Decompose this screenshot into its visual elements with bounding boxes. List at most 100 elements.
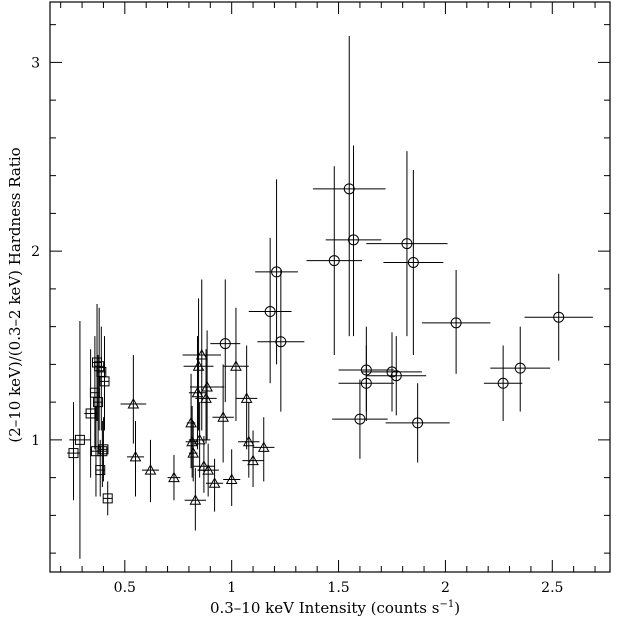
circle-marker — [450, 317, 462, 329]
circle-data-point — [325, 145, 382, 337]
circle-marker — [328, 255, 340, 267]
triangle-data-point — [190, 330, 225, 440]
x-tick-label: 1.5 — [327, 580, 349, 596]
triangle-marker — [202, 464, 215, 475]
y-tick-label: 2 — [31, 244, 40, 260]
triangle-data-point — [212, 364, 234, 463]
triangle-marker — [200, 392, 212, 403]
triangle-data-point — [223, 449, 241, 506]
triangle-marker — [257, 441, 270, 452]
x-tick-label: 2 — [441, 580, 450, 596]
triangle-data-point — [238, 402, 260, 478]
square-marker — [94, 361, 105, 372]
triangle-data-point — [141, 439, 160, 503]
triangle-data-point — [242, 430, 264, 488]
triangle-data-point — [187, 421, 200, 482]
y-tick-label: 1 — [31, 433, 40, 449]
triangle-data-point — [235, 345, 258, 450]
triangle-marker — [230, 360, 242, 371]
circle-data-point — [362, 332, 422, 412]
square-marker — [99, 376, 110, 387]
triangle-data-point — [183, 298, 214, 431]
triangle-marker — [247, 454, 259, 466]
circle-data-point — [524, 273, 593, 361]
square-marker — [97, 446, 108, 457]
circle-data-point — [306, 166, 363, 355]
square-data-point — [102, 481, 113, 516]
triangle-data-point — [206, 458, 224, 512]
square-marker — [74, 434, 85, 445]
plot-frame — [49, 1, 611, 573]
triangle-marker — [195, 348, 208, 360]
square-marker — [95, 465, 106, 476]
circle-marker — [360, 377, 372, 389]
circle-marker — [412, 417, 424, 429]
triangle-data-point — [195, 349, 217, 444]
axis-ticks — [50, 2, 610, 572]
data-points — [67, 35, 593, 559]
x-tick-label: 0.5 — [114, 580, 136, 596]
x-tick-label: 1 — [227, 580, 236, 596]
square-data-point — [69, 320, 91, 559]
triangle-data-point — [126, 421, 145, 497]
triangle-data-point — [185, 405, 199, 478]
triangle-marker — [127, 397, 140, 409]
circle-marker — [390, 370, 402, 382]
circle-data-point — [483, 345, 523, 422]
circle-data-point — [366, 151, 448, 337]
square-data-point — [94, 307, 105, 431]
circle-marker — [348, 234, 360, 246]
square-marker — [93, 397, 104, 408]
triangle-marker — [186, 435, 198, 447]
circle-data-point — [312, 35, 386, 337]
circle-data-point — [255, 179, 298, 365]
circle-data-point — [332, 379, 388, 459]
circle-data-point — [490, 326, 551, 412]
square-marker — [68, 448, 79, 459]
circle-marker — [343, 183, 355, 195]
circle-data-point — [383, 169, 444, 355]
circle-data-point — [385, 383, 450, 463]
triangle-marker — [192, 360, 205, 371]
circle-data-point — [248, 237, 292, 384]
circle-marker — [553, 311, 565, 323]
circle-data-point — [338, 345, 395, 422]
circle-marker — [497, 377, 509, 389]
circle-marker — [219, 338, 231, 350]
triangle-marker — [201, 381, 213, 392]
triangle-marker — [168, 471, 180, 483]
triangle-marker — [242, 435, 255, 447]
triangle-data-point — [120, 354, 147, 444]
circle-marker — [354, 413, 366, 425]
triangle-marker — [191, 386, 204, 398]
triangle-data-point — [185, 373, 197, 469]
triangle-data-point — [223, 307, 249, 422]
square-data-point — [98, 417, 109, 482]
circle-marker — [407, 256, 419, 268]
square-data-point — [67, 402, 80, 501]
circle-marker — [514, 362, 526, 374]
triangle-marker — [144, 464, 157, 475]
triangle-marker — [129, 450, 142, 462]
triangle-marker — [193, 433, 206, 445]
x-axis-label: 0.3–10 keV Intensity (counts s−1) — [210, 599, 460, 617]
y-axis-label: (2–10 keV)/(0.3–2 keV) Hardness Ratio — [6, 147, 24, 442]
circle-marker — [264, 306, 276, 318]
square-data-point — [99, 336, 110, 431]
x-tick-label: 2.5 — [541, 580, 563, 596]
circle-marker — [401, 238, 413, 250]
triangle-marker — [217, 411, 229, 422]
circle-data-point — [257, 270, 305, 412]
circle-data-point — [421, 270, 491, 374]
triangle-marker — [208, 477, 221, 488]
y-tick-label: 3 — [31, 55, 40, 71]
tick-labels: 0.5 1 1.5 2 2.5 1 2 3 — [31, 55, 563, 596]
circle-marker — [271, 266, 283, 278]
triangle-data-point — [184, 468, 207, 531]
triangle-data-point — [197, 443, 219, 497]
triangle-marker — [240, 392, 253, 403]
circle-data-point — [210, 279, 241, 403]
triangle-marker — [189, 494, 202, 505]
circle-marker — [386, 366, 398, 378]
